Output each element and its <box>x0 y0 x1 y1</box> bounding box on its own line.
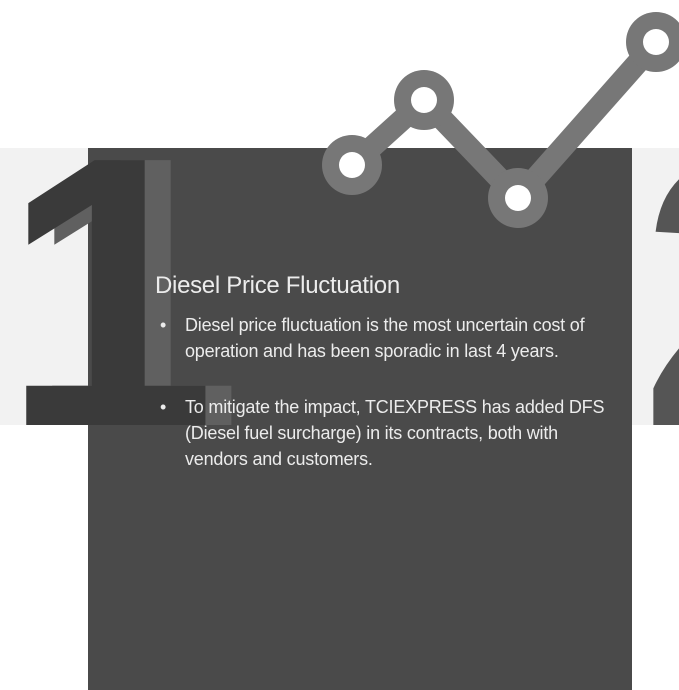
bullet-list: Diesel price fluctuation is the most unc… <box>155 312 615 472</box>
node-hole <box>505 185 531 211</box>
node-hole <box>411 87 437 113</box>
number: 1 <box>2 76 216 507</box>
content: Diesel Price Fluctuation Diesel price fl… <box>155 272 615 502</box>
title: Diesel Price Fluctuation <box>155 272 400 299</box>
bullet: To mitigate the impact, TCIEXPRESS has a… <box>160 394 605 472</box>
trend-line <box>344 34 665 209</box>
node-hole <box>643 29 669 55</box>
next-number: 2 <box>640 76 679 507</box>
bullet: Diesel price fluctuation is the most unc… <box>160 312 605 364</box>
node-hole <box>339 152 365 178</box>
trend-icon <box>322 12 679 228</box>
